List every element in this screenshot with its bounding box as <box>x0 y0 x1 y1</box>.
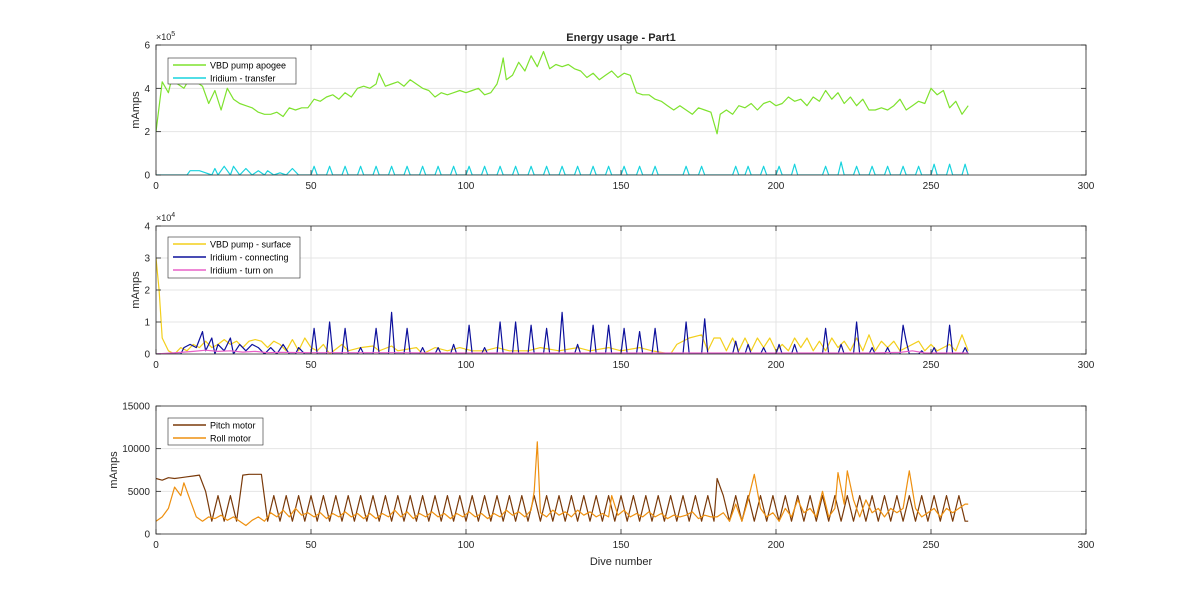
legend-entry: VBD pump - surface <box>210 240 291 250</box>
x-tick-label: 200 <box>768 360 785 371</box>
legend: VBD pump - surface Iridium - connecting Ir… <box>167 236 301 279</box>
y-tick-label: 0 <box>144 171 150 182</box>
x-tick-label: 200 <box>768 540 785 551</box>
y-tick-label: 15000 <box>122 402 150 413</box>
y-tick-label: 1 <box>144 318 150 329</box>
series-line-iridium-turn-on <box>156 349 969 354</box>
x-tick-label: 300 <box>1078 360 1095 371</box>
x-axis-label: Dive number <box>590 556 653 568</box>
figure-title: Energy usage - Part1 <box>566 32 675 44</box>
subplot-3: 0 50 100 150 200 250 300 0 5000 10000 15000 mAmps Pi… <box>108 402 1095 552</box>
y-axis-label: mAmps <box>108 451 120 489</box>
y-tick-label: 4 <box>144 84 150 95</box>
y-tick-label: 6 <box>144 41 150 52</box>
series-line-iridium-transfer <box>156 161 969 175</box>
legend-box <box>167 57 297 85</box>
legend-entry: Pitch motor <box>210 421 256 431</box>
exponent-base: ×10 <box>156 32 171 42</box>
x-tick-label: 100 <box>458 360 475 371</box>
x-tick-label: 300 <box>1078 540 1095 551</box>
x-tick-label: 0 <box>153 540 159 551</box>
y-tick-label: 10000 <box>122 444 150 455</box>
legend: Pitch motor Roll motor <box>167 417 264 446</box>
legend-entry: Iridium - connecting <box>210 253 289 263</box>
x-tick-label: 200 <box>768 181 785 192</box>
y-tick-label: 2 <box>144 286 150 297</box>
y-tick-label: 0 <box>144 530 150 541</box>
legend-entry: Iridium - turn on <box>210 266 273 276</box>
y-tick-label: 3 <box>144 254 150 265</box>
series-line-pitch-motor <box>156 473 969 522</box>
x-tick-label: 50 <box>305 540 317 551</box>
x-tick-label: 300 <box>1078 181 1095 192</box>
exponent-power: 5 <box>171 31 175 38</box>
x-tick-label: 100 <box>458 181 475 192</box>
x-tick-label: 150 <box>613 540 630 551</box>
legend-box <box>167 417 264 446</box>
exponent-base: ×10 <box>156 213 171 223</box>
x-tick-label: 150 <box>613 181 630 192</box>
y-tick-label: 4 <box>144 222 150 233</box>
exponent-label: ×104 <box>156 212 175 223</box>
x-tick-label: 50 <box>305 360 317 371</box>
y-axis-label: mAmps <box>130 91 142 129</box>
x-tick-label: 100 <box>458 540 475 551</box>
y-tick-label: 0 <box>144 350 150 361</box>
legend-entry: Iridium - transfer <box>210 74 276 84</box>
y-axis-label: mAmps <box>130 271 142 309</box>
x-tick-label: 0 <box>153 181 159 192</box>
x-tick-label: 250 <box>923 360 940 371</box>
series-line-vbd-surface <box>156 257 969 354</box>
legend-entry: Roll motor <box>210 434 251 444</box>
exponent-label: ×105 <box>156 31 175 42</box>
y-tick-label: 2 <box>144 127 150 138</box>
exponent-power: 4 <box>171 212 175 219</box>
legend-entry: VBD pump apogee <box>210 61 286 71</box>
subplot-1: 0 50 100 150 200 250 300 0 2 4 6 ×105 mAmps VBD pump … <box>130 31 1095 192</box>
x-tick-label: 50 <box>305 181 317 192</box>
x-tick-label: 0 <box>153 360 159 371</box>
series-line-vbd-apogee <box>156 50 969 135</box>
x-tick-label: 250 <box>923 181 940 192</box>
legend: VBD pump apogee Iridium - transfer <box>167 57 297 85</box>
y-tick-label: 5000 <box>128 487 151 498</box>
series-line-roll-motor <box>156 441 969 527</box>
x-tick-label: 250 <box>923 540 940 551</box>
x-tick-label: 150 <box>613 360 630 371</box>
